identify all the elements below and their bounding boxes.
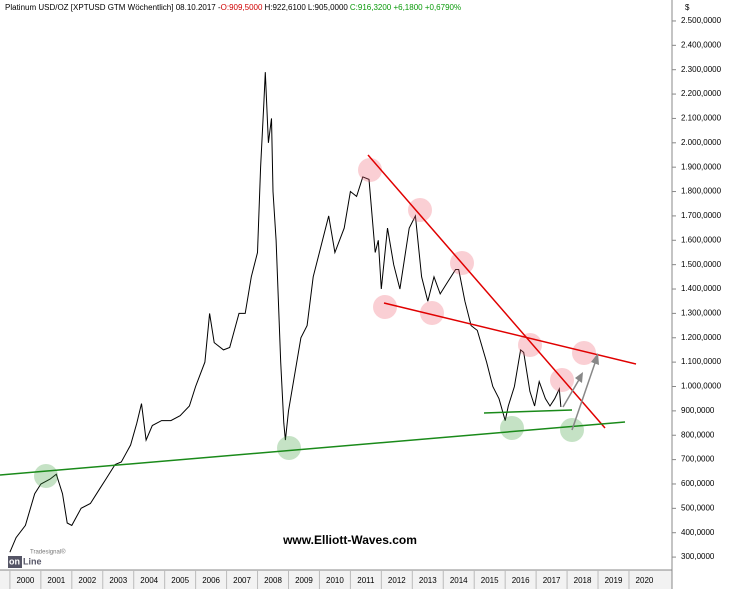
y-tick-label: 1.200,0000 (681, 333, 722, 342)
x-tick-label: 2019 (605, 576, 623, 585)
open: O:909,5000 (221, 3, 263, 12)
title: Platinum USD/OZ [XPTUSD GTM Wöchentlich]… (5, 3, 221, 12)
x-tick-label: 2003 (109, 576, 127, 585)
x-tick-label: 2001 (47, 576, 65, 585)
y-tick-label: 900,0000 (681, 406, 715, 415)
arrow-head (591, 353, 599, 365)
y-tick-label: 1.500,0000 (681, 260, 722, 269)
trend-line (367, 154, 606, 429)
arrow-head (575, 372, 583, 383)
y-tick-label: 2.400,0000 (681, 40, 722, 49)
y-tick-label: 2.500,0000 (681, 16, 722, 25)
x-tick-label: 2006 (202, 576, 220, 585)
y-tick-label: 1.300,0000 (681, 308, 722, 317)
x-axis-band (0, 570, 672, 589)
x-tick-label: 2007 (233, 576, 251, 585)
watermark: www.Elliott-Waves.com (282, 533, 417, 547)
x-tick-label: 2004 (140, 576, 158, 585)
y-tick-label: 700,0000 (681, 455, 715, 464)
x-tick-label: 2017 (543, 576, 561, 585)
logo-line: Line (23, 556, 42, 566)
y-tick-label: 2.100,0000 (681, 114, 722, 123)
highlight-circle (277, 436, 301, 460)
x-tick-label: 2002 (78, 576, 96, 585)
y-tick-label: 1.100,0000 (681, 357, 722, 366)
y-tick-label: 2.300,0000 (681, 65, 722, 74)
highlight-circle (373, 295, 397, 319)
x-tick-label: 2012 (388, 576, 406, 585)
highlight-circle (408, 198, 432, 222)
logo: Tradesignal® on Line (8, 549, 66, 568)
y-tick-label: 1.700,0000 (681, 211, 722, 220)
x-tick-label: 2016 (512, 576, 530, 585)
x-tick-label: 2010 (326, 576, 344, 585)
y-tick-label: 300,0000 (681, 552, 715, 561)
x-tick-label: 2020 (636, 576, 654, 585)
x-tick-label: 2008 (264, 576, 282, 585)
price-line (9, 72, 562, 553)
trend-line (383, 302, 637, 365)
highlight-circle (420, 301, 444, 325)
header: Platinum USD/OZ [XPTUSD GTM Wöchentlich]… (5, 3, 461, 12)
y-tick-label: 800,0000 (681, 430, 715, 439)
y-tick-label: 1.400,0000 (681, 284, 722, 293)
x-tick-label: 2011 (357, 576, 375, 585)
logo-box (8, 556, 22, 568)
close: C:916,3200 +6,1800 +0,6790% (350, 3, 461, 12)
highlight-circle (500, 416, 524, 440)
logo-brand: Tradesignal® (30, 549, 66, 556)
trend-lines (0, 154, 637, 476)
y-tick-label: 1.000,0000 (681, 382, 722, 391)
y-tick-label: 400,0000 (681, 528, 715, 537)
y-tick-label: 1.800,0000 (681, 187, 722, 196)
trend-line (0, 421, 626, 476)
plot (9, 72, 562, 553)
x-tick-label: 2005 (171, 576, 189, 585)
x-tick-label: 2015 (481, 576, 499, 585)
y-tick-label: 1.600,0000 (681, 235, 722, 244)
trend-line (483, 409, 573, 414)
y-tick-label: 600,0000 (681, 479, 715, 488)
x-tick-label: 2018 (574, 576, 592, 585)
x-tick-label: 2009 (295, 576, 313, 585)
arrow (562, 377, 581, 408)
highlight-circle (34, 464, 58, 488)
x-tick-label: 2000 (16, 576, 34, 585)
x-tick-label: 2013 (419, 576, 437, 585)
highlight-circle (518, 333, 542, 357)
high: H:922,6100 (264, 3, 306, 12)
y-tick-label: 2.200,0000 (681, 89, 722, 98)
y-tick-label: 1.900,0000 (681, 162, 722, 171)
y-tick-label: 500,0000 (681, 503, 715, 512)
highlight-circle (572, 341, 596, 365)
logo-on: on (9, 556, 20, 566)
x-tick-label: 2014 (450, 576, 468, 585)
y-tick-label: 2.000,0000 (681, 138, 722, 147)
low: L:905,0000 (308, 3, 349, 12)
unit: $ (685, 3, 690, 12)
highlight-circle (358, 158, 382, 182)
arrow (571, 359, 597, 431)
